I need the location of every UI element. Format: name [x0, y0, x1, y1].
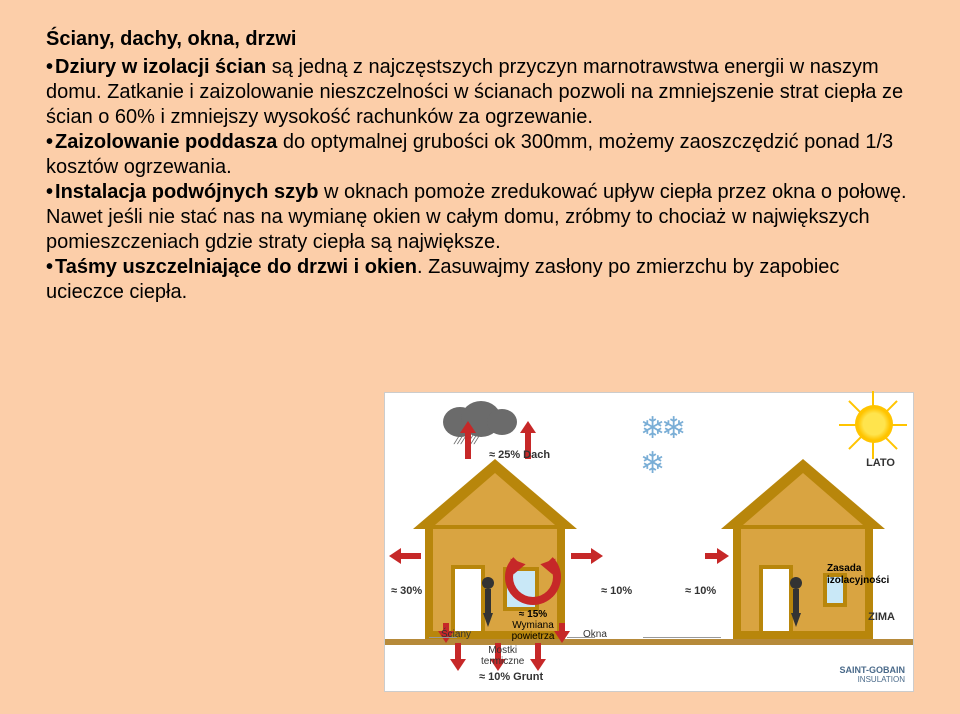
- snowflake-icon: ❄❄❄: [640, 411, 682, 481]
- okna-pct-label: ≈ 10%: [601, 585, 632, 597]
- bullet-item: Dziury w izolacji ścian są jedną z najcz…: [46, 55, 914, 130]
- walls-pct-label: ≈ 30%: [391, 585, 422, 597]
- lato-label: LATO: [866, 457, 895, 469]
- bold-term: Zaizolowanie poddasza: [55, 131, 277, 153]
- house-left: ≈ 15% Wymiana powietrza: [425, 459, 565, 639]
- mostki-label: Mostki termiczne: [481, 645, 524, 667]
- arrow-down-icon: [535, 643, 541, 661]
- arrow-right-icon: [571, 553, 593, 559]
- heat-loss-diagram: /// /// ❄❄❄ ≈ 15% Wymiana powietrza: [384, 392, 914, 692]
- bullet-item: Zaizolowanie poddasza do optymalnej grub…: [46, 130, 914, 180]
- bold-term: Dziury w izolacji ścian: [55, 56, 266, 78]
- bullet-item: Instalacja podwójnych szyb w oknach pomo…: [46, 180, 914, 255]
- bold-term: Taśmy uszczelniające do drzwi i okien: [55, 256, 417, 278]
- zasada-label: Zasada izolacyjności: [827, 563, 899, 587]
- bullet-item: Taśmy uszczelniające do drzwi i okien. Z…: [46, 255, 914, 305]
- roof-pct-label: ≈ 25% Dach: [489, 449, 550, 461]
- arrow-left-icon: [399, 553, 421, 559]
- house-right: [733, 459, 873, 639]
- bullet-list: Dziury w izolacji ścian są jedną z najcz…: [46, 55, 914, 305]
- connector-line: [567, 637, 595, 638]
- door-icon: [451, 565, 485, 631]
- zima-label: ZIMA: [868, 611, 895, 623]
- right-okna-pct-label: ≈ 10%: [685, 585, 716, 597]
- swirl-arrow-icon: [505, 549, 561, 605]
- arrow-down-icon: [559, 623, 565, 633]
- arrow-up-icon: [465, 431, 471, 459]
- grunt-pct-label: ≈ 10% Grunt: [479, 671, 543, 683]
- bold-term: Instalacja podwójnych szyb: [55, 181, 318, 203]
- walls-label: Ściany: [441, 629, 471, 640]
- brand-logo: SAINT-GOBAIN INSULATION: [839, 666, 905, 685]
- door-icon: [759, 565, 793, 631]
- person-icon: [479, 577, 497, 627]
- section-heading: Ściany, dachy, okna, drzwi: [46, 28, 914, 51]
- arrow-down-icon: [455, 643, 461, 661]
- okna-label: Okna: [583, 629, 607, 640]
- connector-line: [429, 637, 457, 638]
- cloud-icon: [443, 401, 513, 435]
- person-icon: [787, 577, 805, 627]
- arrow-right-icon: [705, 553, 719, 559]
- connector-line: [643, 637, 721, 638]
- sun-icon: [855, 405, 893, 443]
- bullet-text: Zatkanie i zaizolowanie nieszczelności w…: [46, 81, 903, 128]
